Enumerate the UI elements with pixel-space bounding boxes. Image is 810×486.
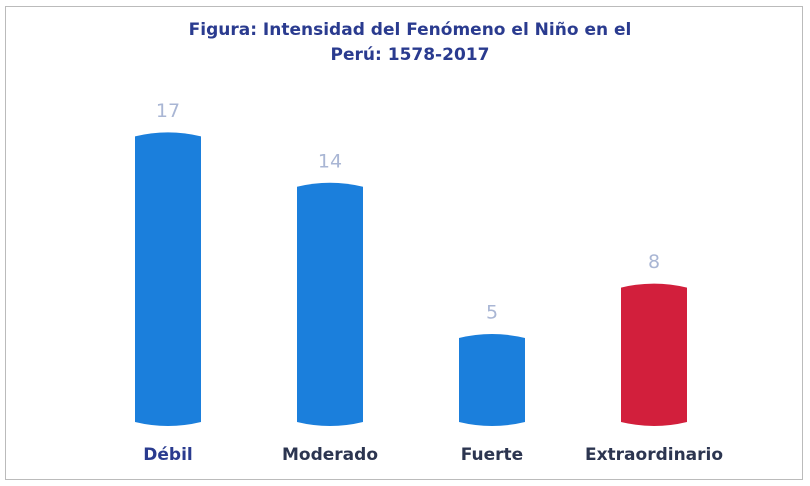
bar [621, 283, 687, 426]
bar [135, 132, 201, 426]
x-tick-label: Fuerte [461, 445, 523, 465]
value-label: 8 [648, 251, 660, 273]
bar [459, 334, 525, 426]
bar [297, 182, 363, 426]
value-label: 17 [156, 100, 180, 122]
value-label: 5 [486, 302, 498, 324]
chart-title: Figura: Intensidad del Fenómeno el Niño … [188, 20, 632, 65]
chart-frame [5, 6, 803, 480]
x-tick-label: Moderado [282, 445, 378, 465]
value-label: 14 [318, 150, 342, 172]
x-tick-label: Extraordinario [585, 445, 723, 465]
x-tick-label: Débil [143, 445, 192, 465]
